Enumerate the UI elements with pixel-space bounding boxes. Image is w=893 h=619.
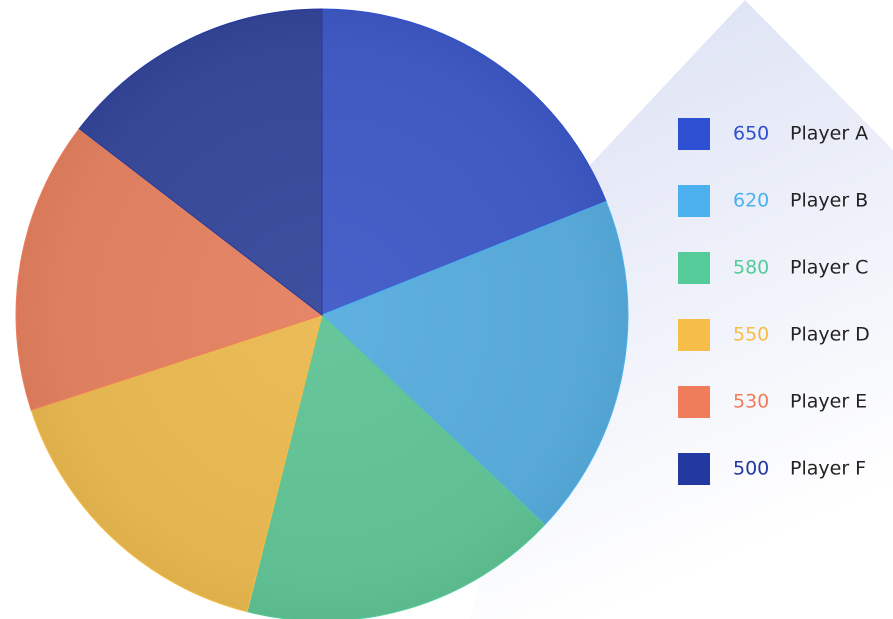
pie-slice [30, 314, 323, 613]
pie-slice [78, 8, 323, 317]
legend-label: Player E [790, 391, 867, 413]
legend-swatch [678, 386, 710, 418]
legend-swatch [678, 453, 710, 485]
legend-label: Player C [790, 257, 868, 279]
pie-slice [246, 314, 546, 619]
legend-label: Player B [790, 190, 868, 212]
legend-label: Player D [790, 324, 870, 346]
legend-value: 550 [733, 324, 769, 346]
legend-swatch [678, 319, 710, 351]
legend-value: 650 [733, 123, 769, 145]
legend-swatch [678, 252, 710, 284]
legend-label: Player F [790, 458, 866, 480]
pie-slice [15, 127, 324, 411]
pie-slice [321, 8, 607, 316]
legend-swatch [678, 118, 710, 150]
legend-value: 530 [733, 391, 769, 413]
legend-value: 580 [733, 257, 769, 279]
legend-value: 500 [733, 458, 769, 480]
legend-label: Player A [790, 123, 868, 145]
legend-swatch [678, 185, 710, 217]
pie-slice [321, 200, 629, 526]
legend-value: 620 [733, 190, 769, 212]
